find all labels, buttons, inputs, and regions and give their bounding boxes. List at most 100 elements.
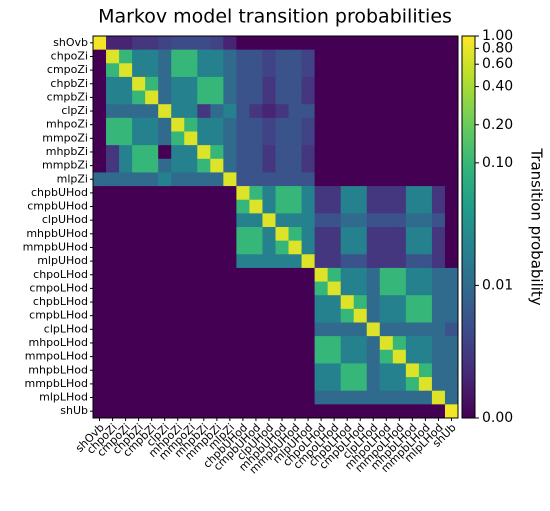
heatmap-cell xyxy=(405,186,420,201)
heatmap-cell xyxy=(119,240,133,255)
heatmap-cell xyxy=(236,281,250,296)
heatmap-cell xyxy=(132,172,146,187)
heatmap-cell xyxy=(431,213,446,228)
y-tick-label: mhpbUHod xyxy=(26,227,88,240)
heatmap-cell xyxy=(405,336,420,351)
heatmap-cell xyxy=(340,295,355,310)
heatmap-cell xyxy=(132,267,146,282)
heatmap-cell xyxy=(197,295,211,310)
heatmap-cell xyxy=(431,104,446,119)
heatmap-cell xyxy=(405,117,420,132)
heatmap-cell xyxy=(275,254,289,269)
heatmap-cell xyxy=(275,158,289,173)
heatmap-cell xyxy=(119,213,133,228)
heatmap-cell xyxy=(223,308,237,323)
heatmap-cell xyxy=(392,254,407,269)
heatmap-cell xyxy=(405,49,420,64)
heatmap-cell xyxy=(262,49,276,64)
heatmap-cell xyxy=(119,76,133,91)
heatmap-cell xyxy=(418,404,433,419)
heatmap-cell xyxy=(93,349,107,364)
heatmap-cell xyxy=(145,49,159,64)
heatmap-cell xyxy=(340,322,355,337)
heatmap-cell xyxy=(236,227,250,242)
heatmap-cell xyxy=(340,186,355,201)
heatmap-cell xyxy=(236,240,250,255)
heatmap-cell xyxy=(171,36,185,51)
heatmap-cell xyxy=(210,90,224,105)
heatmap-cell xyxy=(340,36,355,51)
heatmap-cell xyxy=(197,213,211,228)
heatmap-cell xyxy=(106,104,120,119)
heatmap-cell xyxy=(314,104,329,119)
heatmap-cell xyxy=(106,254,120,269)
y-tick-label: chpoZi xyxy=(51,49,88,62)
heatmap-cell xyxy=(418,213,433,228)
heatmap-cell xyxy=(444,172,459,187)
heatmap-cell xyxy=(288,172,302,187)
heatmap-cell xyxy=(353,199,368,214)
heatmap-cell xyxy=(197,363,211,378)
heatmap-cell xyxy=(327,308,342,323)
heatmap-cell xyxy=(223,349,237,364)
heatmap-cell xyxy=(392,186,407,201)
heatmap-cell xyxy=(171,267,185,282)
heatmap-cell xyxy=(132,281,146,296)
y-tick-label: chpbZi xyxy=(50,77,88,90)
heatmap-cell xyxy=(431,186,446,201)
heatmap-cell xyxy=(327,336,342,351)
heatmap-cell xyxy=(392,49,407,64)
heatmap-cell xyxy=(236,145,250,160)
y-tick-label: mhpoZi xyxy=(46,118,88,131)
heatmap-cell xyxy=(275,117,289,132)
heatmap-cell xyxy=(184,349,198,364)
y-tick-label: clpLHod xyxy=(44,322,88,335)
heatmap-cell xyxy=(93,63,107,78)
heatmap-cell xyxy=(249,172,263,187)
heatmap-cell xyxy=(366,145,381,160)
heatmap-cell xyxy=(418,172,433,187)
heatmap-cell xyxy=(93,240,107,255)
heatmap-cell xyxy=(184,76,198,91)
heatmap-cell xyxy=(405,227,420,242)
heatmap-cell xyxy=(327,295,342,310)
heatmap-cell xyxy=(301,295,316,310)
heatmap-cell xyxy=(288,308,302,323)
heatmap-cell xyxy=(132,186,146,201)
heatmap-cell xyxy=(106,308,120,323)
heatmap-cell xyxy=(314,363,329,378)
heatmap-cell xyxy=(171,213,185,228)
heatmap-cell xyxy=(145,227,159,242)
heatmap-cell xyxy=(184,295,198,310)
heatmap-cell xyxy=(210,254,224,269)
heatmap-cell xyxy=(184,404,198,419)
heatmap-cell xyxy=(249,390,263,405)
heatmap-cell xyxy=(431,145,446,160)
heatmap-cell xyxy=(184,199,198,214)
heatmap-cell xyxy=(340,90,355,105)
heatmap-cell xyxy=(392,336,407,351)
colorbar-tick-label: 0.60 xyxy=(482,56,513,72)
heatmap-cell xyxy=(288,158,302,173)
heatmap-cell xyxy=(197,308,211,323)
heatmap-cell xyxy=(93,295,107,310)
heatmap-cell xyxy=(197,145,211,160)
y-tick-label: mlpLHod xyxy=(39,391,88,404)
heatmap-cell xyxy=(314,63,329,78)
heatmap-cell xyxy=(93,308,107,323)
heatmap-cell xyxy=(392,213,407,228)
heatmap-cell xyxy=(444,104,459,119)
heatmap-cell xyxy=(275,295,289,310)
heatmap-cell xyxy=(327,199,342,214)
heatmap-cell xyxy=(145,267,159,282)
heatmap-cell xyxy=(288,76,302,91)
heatmap-cell xyxy=(353,390,368,405)
heatmap-cell xyxy=(262,36,276,51)
heatmap-cell xyxy=(444,281,459,296)
heatmap-cell xyxy=(379,336,394,351)
heatmap-cell xyxy=(327,76,342,91)
heatmap-cell xyxy=(184,281,198,296)
heatmap-cell xyxy=(106,281,120,296)
heatmap-cell xyxy=(314,117,329,132)
y-tick-label: cmpbLHod xyxy=(29,309,88,322)
